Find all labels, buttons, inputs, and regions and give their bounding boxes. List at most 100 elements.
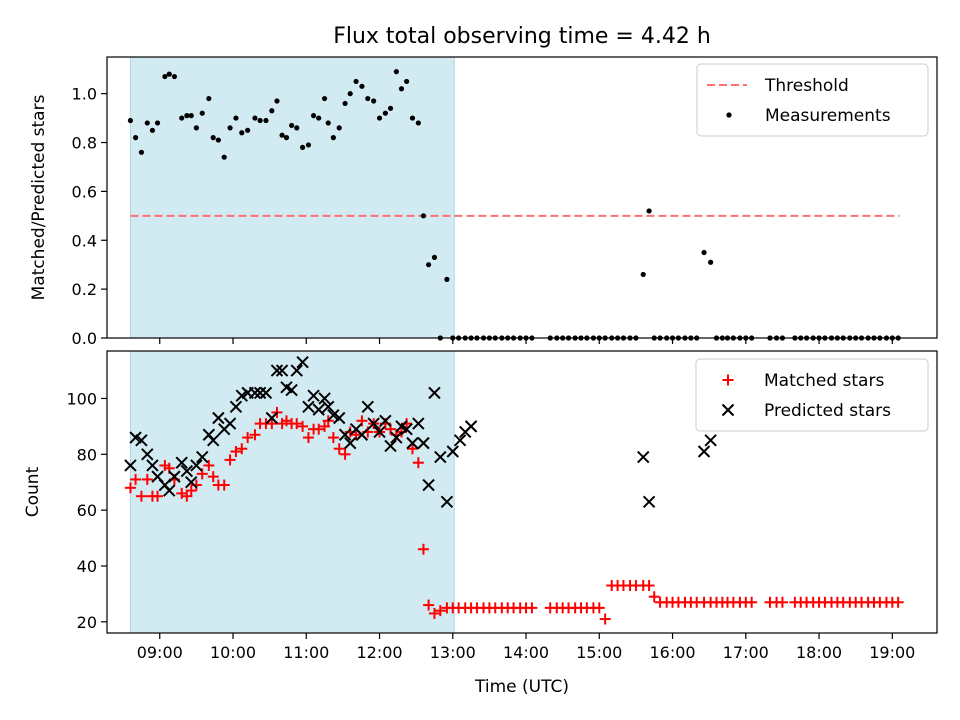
x-tick-label: 09:00 — [137, 643, 183, 662]
x-tick-label: 12:00 — [356, 643, 402, 662]
measurement-point — [420, 213, 427, 219]
y-tick-label: 0.4 — [72, 231, 97, 250]
chart-title: Flux total observing time = 4.42 h — [333, 24, 711, 49]
measurement-point — [415, 120, 421, 126]
predicted-star-point — [344, 436, 357, 450]
predicted-star-point — [175, 456, 188, 469]
panel-bottom: 20 40 60 80 100 09:00 10:00 11:00 12:00 13:00 14:… — [23, 350, 938, 697]
measurement-point — [299, 144, 306, 151]
predicted-star-point — [367, 417, 380, 430]
measurement-point — [330, 135, 336, 141]
measurement-point — [701, 249, 707, 256]
matched-star-point — [333, 443, 345, 455]
measurement-point — [336, 125, 342, 131]
predicted-star-point — [446, 445, 459, 458]
measurement-point — [708, 259, 714, 265]
predicted-star-point — [390, 431, 403, 444]
predicted-star-point — [270, 364, 284, 377]
y-tick-label: 1.0 — [72, 85, 97, 104]
predicted-star-point — [212, 411, 225, 425]
measurement-point — [184, 113, 190, 119]
predicted-star-point — [333, 411, 346, 425]
legend-top: Threshold Measurements — [696, 63, 929, 137]
measurement-point — [359, 83, 365, 89]
predicted-star-point — [373, 425, 386, 439]
measurement-point — [263, 117, 269, 124]
measurement-point — [206, 95, 212, 102]
legend-label-threshold: Threshold — [764, 76, 849, 96]
matched-star-point — [423, 599, 435, 611]
measurement-point — [166, 71, 172, 77]
measurement-point — [321, 95, 328, 102]
legend-box — [695, 358, 929, 432]
predicted-star-point — [146, 459, 159, 472]
measurement-point — [444, 276, 450, 282]
matched-star-point — [593, 602, 605, 614]
measurement-point — [257, 117, 263, 124]
predicted-star-point — [229, 400, 243, 414]
measurement-point — [149, 127, 156, 133]
matched-star-point — [776, 596, 788, 608]
measurement-point — [387, 105, 394, 111]
measurement-point — [239, 130, 245, 136]
measurement-point — [431, 254, 438, 260]
predicted-star-point — [312, 403, 325, 416]
measurement-point — [305, 142, 312, 148]
predicted-star-point — [248, 386, 262, 400]
y-tick-label: 0.6 — [72, 182, 97, 201]
predicted-star-point — [180, 464, 194, 478]
predicted-star-point — [290, 364, 303, 377]
legend-label-predicted: Predicted stars — [764, 401, 891, 421]
y-tick-label: 60 — [77, 501, 97, 520]
predicted-star-point — [697, 445, 711, 458]
predicted-star-point — [406, 436, 419, 450]
y-tick-label: 0.0 — [72, 329, 97, 348]
matched-star-point — [428, 607, 440, 619]
matched-star-point — [526, 602, 538, 614]
measurement-point — [342, 100, 348, 107]
x-ticks-top — [159, 338, 893, 344]
measurement-point — [376, 115, 383, 121]
x-tick-label: 17:00 — [723, 643, 769, 662]
matched-star-point — [242, 432, 254, 444]
measurement-point — [365, 95, 371, 102]
measurement-point — [393, 69, 399, 75]
shaded-region-bottom — [129, 350, 455, 634]
measurement-point — [138, 149, 145, 155]
matched-star-point — [124, 482, 136, 494]
x-tick-label: 16:00 — [649, 643, 695, 662]
predicted-star-point — [141, 448, 154, 461]
measurement-point — [382, 110, 388, 116]
predicted-star-point — [196, 450, 209, 464]
matched-star-point — [185, 485, 197, 497]
matched-star-point — [599, 613, 611, 625]
measurement-point — [227, 125, 233, 131]
predicted-star-point — [440, 495, 454, 508]
matched-star-point — [224, 454, 236, 466]
x-axis-bottom: 09:00 10:00 11:00 12:00 13:00 14:00 15:00 16:00… — [137, 633, 915, 662]
y-tick-label: 0.2 — [72, 280, 97, 299]
y-tick-label: 0.8 — [72, 134, 97, 153]
matched-star-point — [648, 591, 660, 603]
legend-box — [696, 63, 929, 137]
matched-star-point — [152, 490, 164, 502]
predicted-stars-points — [124, 355, 717, 508]
measurement-point — [269, 108, 275, 114]
predicted-star-point — [434, 450, 447, 464]
matched-star-point — [203, 459, 215, 471]
x-tick-label: 14:00 — [503, 643, 549, 662]
measurement-point — [193, 125, 199, 131]
measurement-point — [188, 113, 194, 119]
predicted-star-point — [384, 439, 397, 453]
matched-star-point — [746, 596, 758, 608]
x-tick-label: 15:00 — [576, 643, 622, 662]
measurement-point — [252, 115, 258, 121]
predicted-star-point — [302, 400, 315, 414]
x-axis-label: Time (UTC) — [474, 677, 569, 697]
measurement-point — [154, 120, 161, 126]
measurement-point — [640, 271, 646, 278]
matched-star-point — [339, 448, 351, 460]
predicted-star-point — [453, 434, 467, 447]
predicted-star-point — [637, 450, 650, 464]
